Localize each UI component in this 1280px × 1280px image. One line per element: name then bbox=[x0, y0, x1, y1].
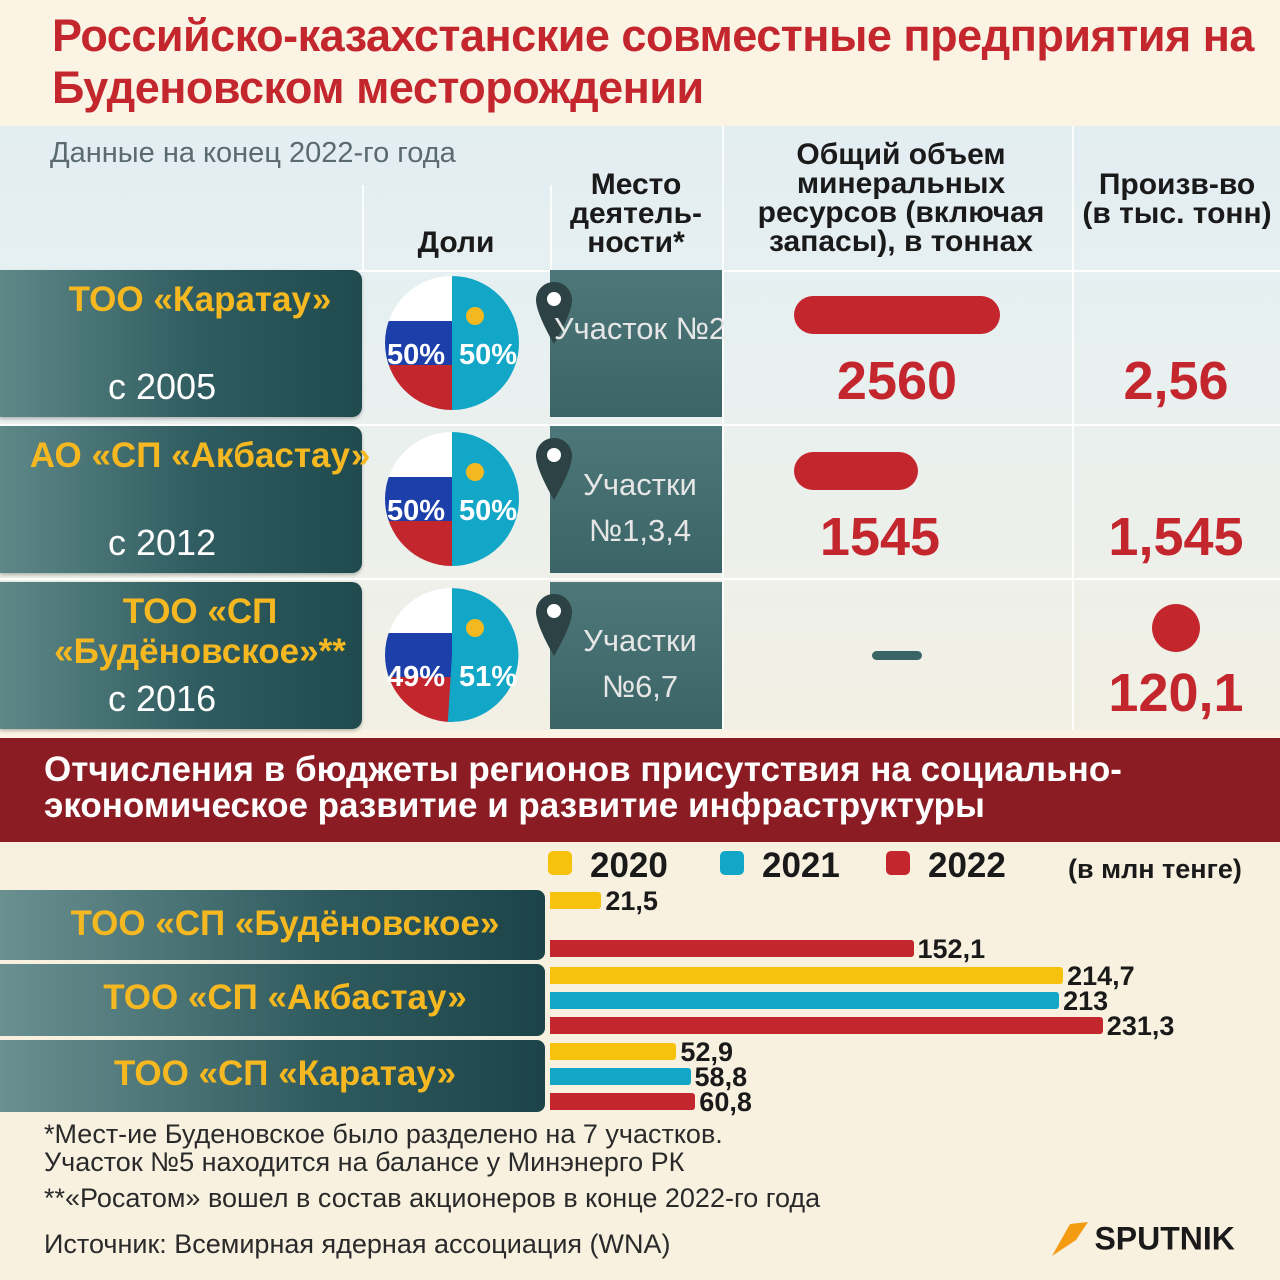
row-divider bbox=[0, 578, 1280, 580]
share-kz-text: 51% bbox=[459, 661, 517, 693]
column-divider bbox=[362, 185, 364, 270]
chart-unit: (в млн тенге) bbox=[1068, 854, 1242, 884]
production-value: 120,1 bbox=[1108, 663, 1244, 723]
legend-swatch bbox=[548, 851, 572, 875]
section-band bbox=[0, 738, 1280, 842]
company-card-budenovskoe: ТОО «СП «Будёновское»** с 2016 bbox=[0, 582, 362, 729]
header-resources: Общий объем минеральных ресурсов (включа… bbox=[757, 138, 1045, 258]
share-ru-text: 50% bbox=[387, 339, 445, 371]
resources-value: 1545 bbox=[819, 507, 941, 567]
company-card-akbastau: АО «СП «Акбастау» с 2012 bbox=[0, 426, 370, 573]
no-data-dash bbox=[872, 651, 922, 660]
category-label: ТОО «СП «Акбастау» bbox=[103, 978, 467, 1017]
company-since: с 2012 bbox=[108, 522, 217, 563]
map-pin-icon bbox=[536, 594, 572, 656]
category-panel: ТОО «СП «Акбастау» bbox=[0, 964, 545, 1036]
column-divider bbox=[1072, 126, 1074, 730]
legend-swatch bbox=[886, 851, 910, 875]
row-divider bbox=[0, 424, 1280, 426]
company-name: ТОО «СП «Будёновское»** bbox=[54, 592, 346, 671]
location-cell: Участок №2 bbox=[536, 270, 726, 417]
footnote: **«Росатом» вошел в состав акционеров в … bbox=[44, 1183, 821, 1213]
location-text: Участки №6,7 bbox=[583, 623, 697, 704]
legend-2021: 2021 bbox=[720, 846, 840, 886]
category-panel: ТОО «СП «Каратау» bbox=[0, 1040, 545, 1112]
category-panel: ТОО «СП «Будёновское» bbox=[0, 890, 545, 960]
share-pie-chart: 50% 50% bbox=[385, 432, 519, 566]
footnote: *Мест-ие Буденовское было разделено на 7… bbox=[44, 1119, 723, 1149]
company-name: АО «СП «Акбастау» bbox=[29, 436, 371, 475]
sun-emblem-icon bbox=[466, 307, 484, 325]
column-divider bbox=[722, 126, 724, 730]
map-pin-icon bbox=[536, 438, 572, 500]
subtitle: Данные на конец 2022-го года bbox=[50, 137, 456, 169]
map-pin-icon bbox=[536, 282, 572, 344]
company-card-karatau: ТОО «Каратау» с 2005 bbox=[0, 270, 362, 417]
production-dot bbox=[1152, 604, 1200, 652]
company-since: с 2016 bbox=[108, 678, 217, 719]
share-pie-chart: 49% 51% bbox=[385, 588, 519, 722]
production-value: 1,545 bbox=[1108, 507, 1244, 567]
company-name: ТОО «Каратау» bbox=[68, 280, 332, 319]
category-label: ТОО «СП «Каратау» bbox=[113, 1054, 457, 1093]
share-pie-chart: 50% 50% bbox=[385, 276, 519, 410]
sun-emblem-icon bbox=[466, 619, 484, 637]
sputnik-logo-icon bbox=[1052, 1222, 1088, 1256]
header-shares: Доли bbox=[417, 226, 495, 259]
location-cell: Участки №6,7 bbox=[536, 582, 722, 729]
location-text: Участки №1,3,4 bbox=[583, 467, 697, 548]
header-location: Место деятель- ности* bbox=[569, 168, 703, 259]
category-label: ТОО «СП «Будёновское» bbox=[70, 904, 500, 943]
share-kz-text: 50% bbox=[459, 495, 517, 527]
legend-2020: 2020 bbox=[548, 846, 668, 886]
column-divider bbox=[550, 185, 552, 270]
legend-swatch bbox=[720, 851, 744, 875]
resource-bar bbox=[794, 452, 918, 490]
resource-bar bbox=[794, 296, 1000, 334]
header-production: Произв-во (в тыс. тонн) bbox=[1082, 168, 1272, 230]
footnote: Участок №5 находится на балансе у Минэне… bbox=[44, 1147, 685, 1177]
location-text: Участок №2 bbox=[553, 311, 727, 346]
source-note: Источник: Всемирная ядерная ассоциация (… bbox=[44, 1229, 671, 1259]
share-ru-text: 49% bbox=[387, 661, 445, 693]
share-kz-text: 50% bbox=[459, 339, 517, 371]
sun-emblem-icon bbox=[466, 463, 484, 481]
legend-2022: 2022 bbox=[886, 846, 1006, 886]
section-title: Отчисления в бюджеты регионов присутстви… bbox=[44, 750, 1122, 825]
production-value: 2,56 bbox=[1123, 351, 1229, 411]
location-cell: Участки №1,3,4 bbox=[536, 426, 722, 573]
share-ru-text: 50% bbox=[387, 495, 445, 527]
page-title: Российско-казахстанские совместные предп… bbox=[52, 10, 1254, 113]
company-since: с 2005 bbox=[108, 366, 217, 407]
resources-value: 2560 bbox=[836, 351, 958, 411]
sputnik-logo: SPUTNIK bbox=[1048, 1218, 1235, 1260]
